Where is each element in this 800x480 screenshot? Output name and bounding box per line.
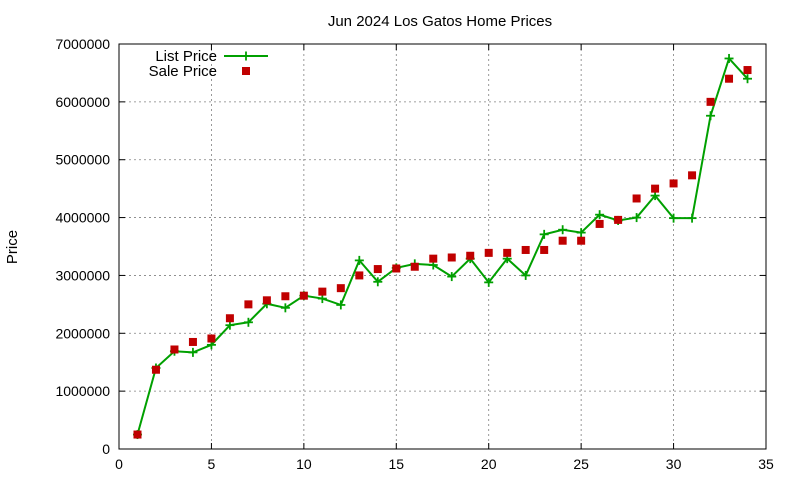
list-price-point [595, 210, 605, 220]
list-price-point [447, 272, 457, 282]
y-tick-label: 6000000 [55, 94, 110, 110]
sale-price-point [725, 74, 734, 83]
y-tick-label: 0 [102, 441, 110, 457]
y-tick-label: 1000000 [55, 383, 110, 399]
sale-price-point [651, 184, 660, 193]
series [132, 53, 753, 440]
y-tick-label: 4000000 [55, 210, 110, 226]
list-price-point [539, 229, 549, 239]
sale-price-point [281, 292, 290, 301]
sale-price-point [225, 314, 234, 323]
x-tick-label: 10 [296, 456, 312, 472]
list-price-point [558, 225, 568, 235]
sale-price-point [170, 345, 179, 354]
list-price-point [724, 53, 734, 63]
list-price-point [521, 270, 531, 280]
sale-price-point [151, 365, 160, 374]
sale-price-point [503, 248, 512, 257]
legend-mark-sale-price [242, 67, 250, 75]
list-price-line [136, 56, 749, 435]
list-price-point [687, 213, 697, 223]
sale-price-point [188, 337, 197, 346]
sale-price-point [595, 219, 604, 228]
sale-price-point [466, 251, 475, 260]
y-tick-label: 7000000 [55, 36, 110, 52]
chart-title: Jun 2024 Los Gatos Home Prices [328, 13, 552, 30]
sale-price-point [336, 284, 345, 293]
legend-square [242, 67, 250, 75]
legend-cross [241, 51, 251, 61]
legend-mark-list-price [224, 51, 268, 61]
legend-label-sale-price: Sale Price [149, 63, 217, 80]
sale-price-point [484, 248, 493, 257]
sale-price-point [577, 236, 586, 245]
sale-price-point [669, 179, 678, 188]
grid [119, 44, 766, 449]
sale-price-point [207, 334, 216, 343]
sale-price-point [133, 430, 142, 439]
x-tick-label: 15 [388, 456, 404, 472]
list-price-point [373, 277, 383, 287]
x-tick-label: 30 [666, 456, 682, 472]
x-tick-label: 25 [573, 456, 589, 472]
list-price-point [743, 74, 753, 84]
x-tick-label: 5 [208, 456, 216, 472]
sale-price-point [558, 236, 567, 245]
sale-price-point [540, 245, 549, 254]
list-price-point [669, 213, 679, 223]
axis-ticks: 0 5 10 15 20 25 30 35 0 1000000 2000000 3000000 4000… [55, 36, 774, 472]
sale-price-point [429, 254, 438, 263]
x-tick-label: 20 [481, 456, 497, 472]
sale-price-point [410, 262, 419, 271]
sale-price-point [244, 300, 253, 309]
sale-price-point [688, 171, 697, 180]
x-tick-label: 35 [758, 456, 774, 472]
list-price-point [632, 213, 642, 223]
sale-price-point [614, 215, 623, 224]
y-axis-label: Price [4, 230, 21, 264]
sale-price-point [521, 245, 530, 254]
plot-frame [118, 43, 767, 450]
list-price-point [336, 300, 346, 310]
list-price-point [243, 317, 253, 327]
sale-price-point [262, 296, 271, 305]
sale-price-point [299, 291, 308, 300]
list-price-point [706, 111, 716, 121]
sale-price-point [392, 264, 401, 273]
sale-price-point [706, 97, 715, 106]
sale-price-point [447, 253, 456, 262]
legend-label-list-price: List Price [155, 48, 217, 65]
legend: List Price Sale Price [149, 48, 268, 80]
sale-price-point [355, 271, 364, 280]
y-tick-label: 2000000 [55, 325, 110, 341]
sale-price-point [318, 287, 327, 296]
list-price-point [576, 228, 586, 238]
y-tick-label: 5000000 [55, 152, 110, 168]
sale-price-point [373, 265, 382, 274]
list-price-point [354, 255, 364, 265]
list-price-point [188, 347, 198, 357]
x-tick-label: 0 [115, 456, 123, 472]
list-price-point [280, 303, 290, 313]
sale-price-point [632, 194, 641, 203]
y-tick-label: 3000000 [55, 267, 110, 283]
list-price-point [484, 277, 494, 287]
sale-price-point [743, 66, 752, 75]
